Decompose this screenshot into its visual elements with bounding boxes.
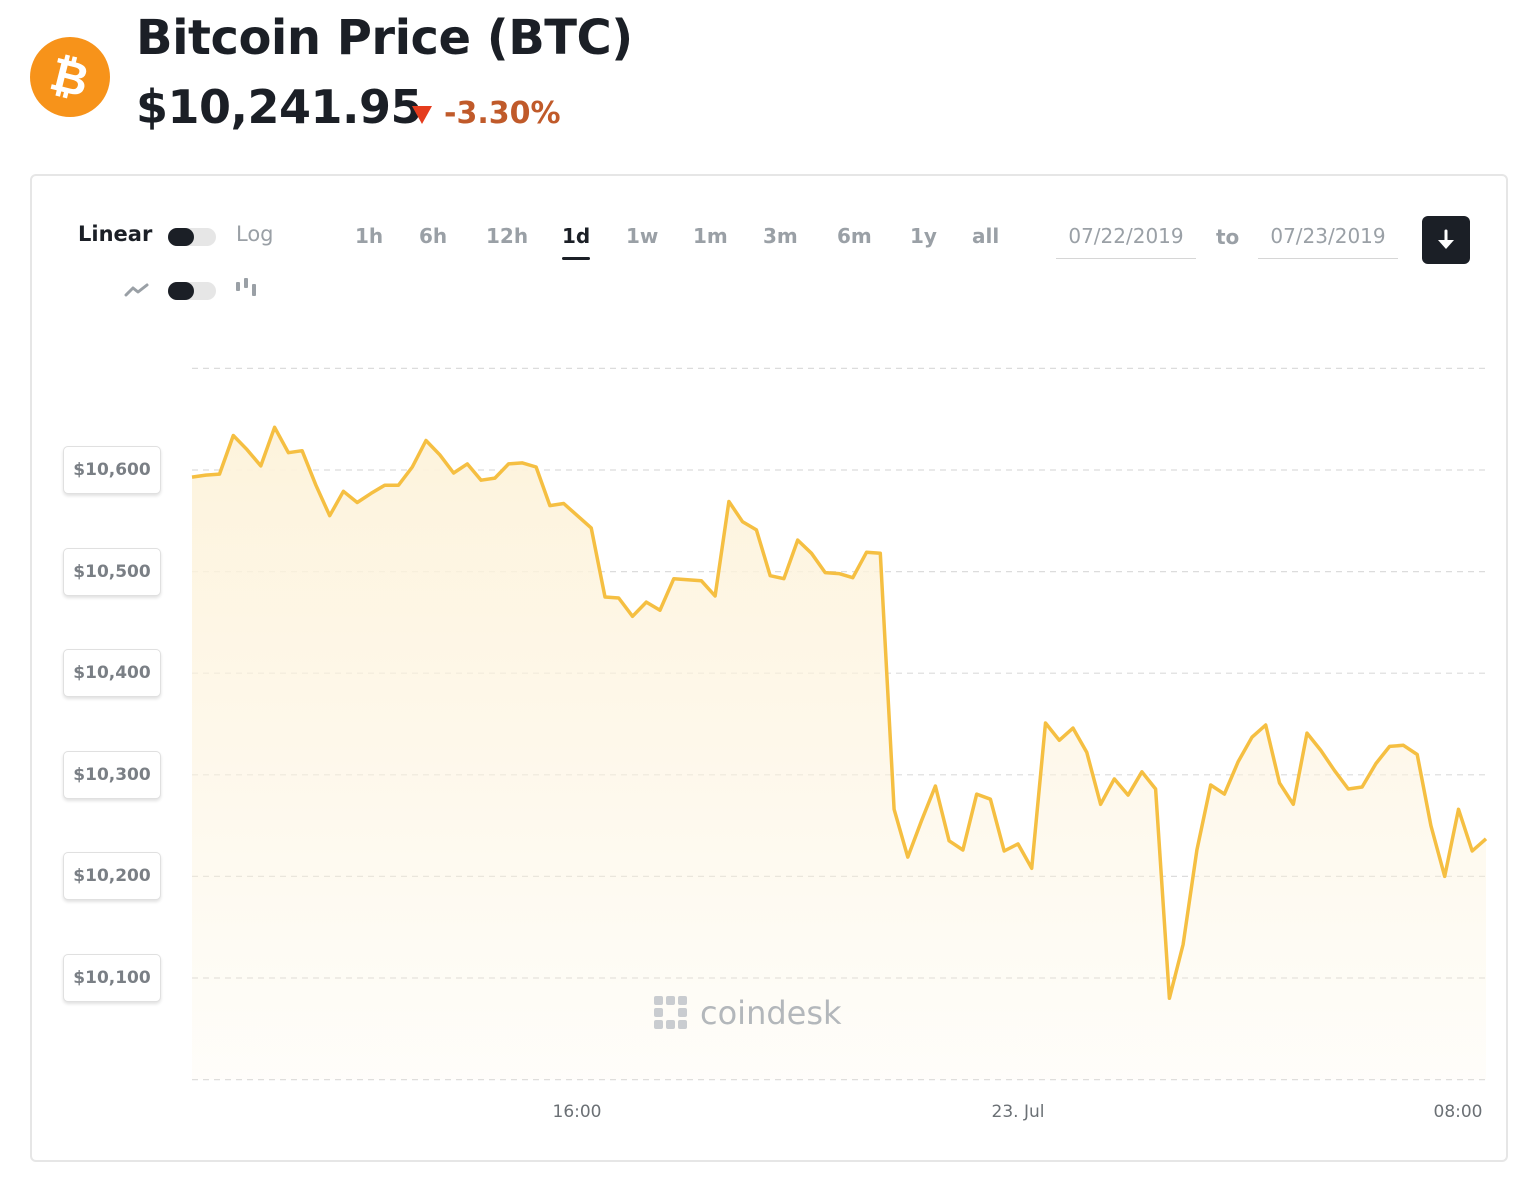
download-button[interactable] [1422, 216, 1470, 264]
date-separator: to [1216, 225, 1240, 249]
range-button-3m[interactable]: 3m [763, 224, 798, 248]
current-price: $10,241.95 [136, 80, 423, 134]
price-change: -3.30% [412, 96, 561, 131]
candlestick-icon[interactable] [234, 276, 260, 298]
x-tick-label: 16:00 [552, 1102, 602, 1122]
date-from-input[interactable]: 07/22/2019 [1056, 224, 1196, 259]
page-title: Bitcoin Price (BTC) [136, 10, 633, 66]
range-button-1y[interactable]: 1y [910, 224, 937, 248]
x-tick-label: 08:00 [1433, 1102, 1483, 1122]
range-button-1h[interactable]: 1h [355, 224, 384, 248]
price-line [191, 425, 1488, 1001]
title-text: Bitcoin Price [136, 10, 471, 66]
coindesk-logo-icon [654, 996, 687, 1029]
scale-toggle[interactable] [168, 228, 216, 246]
range-button-12h[interactable]: 12h [486, 224, 529, 248]
scale-log-label[interactable]: Log [236, 222, 274, 246]
range-button-6h[interactable]: 6h [419, 224, 448, 248]
download-arrow-icon [1438, 229, 1454, 249]
x-tick-label: 23. Jul [991, 1102, 1045, 1122]
chart-type-toggle[interactable] [168, 282, 216, 300]
range-button-1d[interactable]: 1d [562, 224, 591, 260]
range-button-1w[interactable]: 1w [626, 224, 659, 248]
chart-card [30, 174, 1508, 1162]
date-to-input[interactable]: 07/23/2019 [1258, 224, 1398, 259]
y-tick-label: $10,500 [63, 547, 161, 596]
ticker-text: (BTC) [486, 10, 633, 66]
bitcoin-logo-icon: ₿ [30, 37, 110, 117]
price-change-value: -3.30% [444, 96, 561, 131]
price-area-fill [192, 427, 1486, 1080]
y-tick-label: $10,600 [63, 446, 161, 494]
range-button-1m[interactable]: 1m [693, 224, 728, 248]
watermark-text: coindesk [700, 994, 842, 1032]
scale-linear-label[interactable]: Linear [78, 222, 153, 246]
y-tick-label: $10,300 [63, 750, 161, 799]
down-triangle-icon [412, 105, 432, 124]
y-tick-label: $10,100 [63, 954, 161, 1002]
line-chart-icon[interactable] [124, 282, 150, 298]
y-tick-label: $10,200 [63, 852, 161, 901]
range-button-6m[interactable]: 6m [837, 224, 872, 248]
y-tick-label: $10,400 [63, 649, 161, 698]
coindesk-watermark: coindesk [652, 994, 842, 1032]
range-button-all[interactable]: all [972, 224, 1000, 248]
